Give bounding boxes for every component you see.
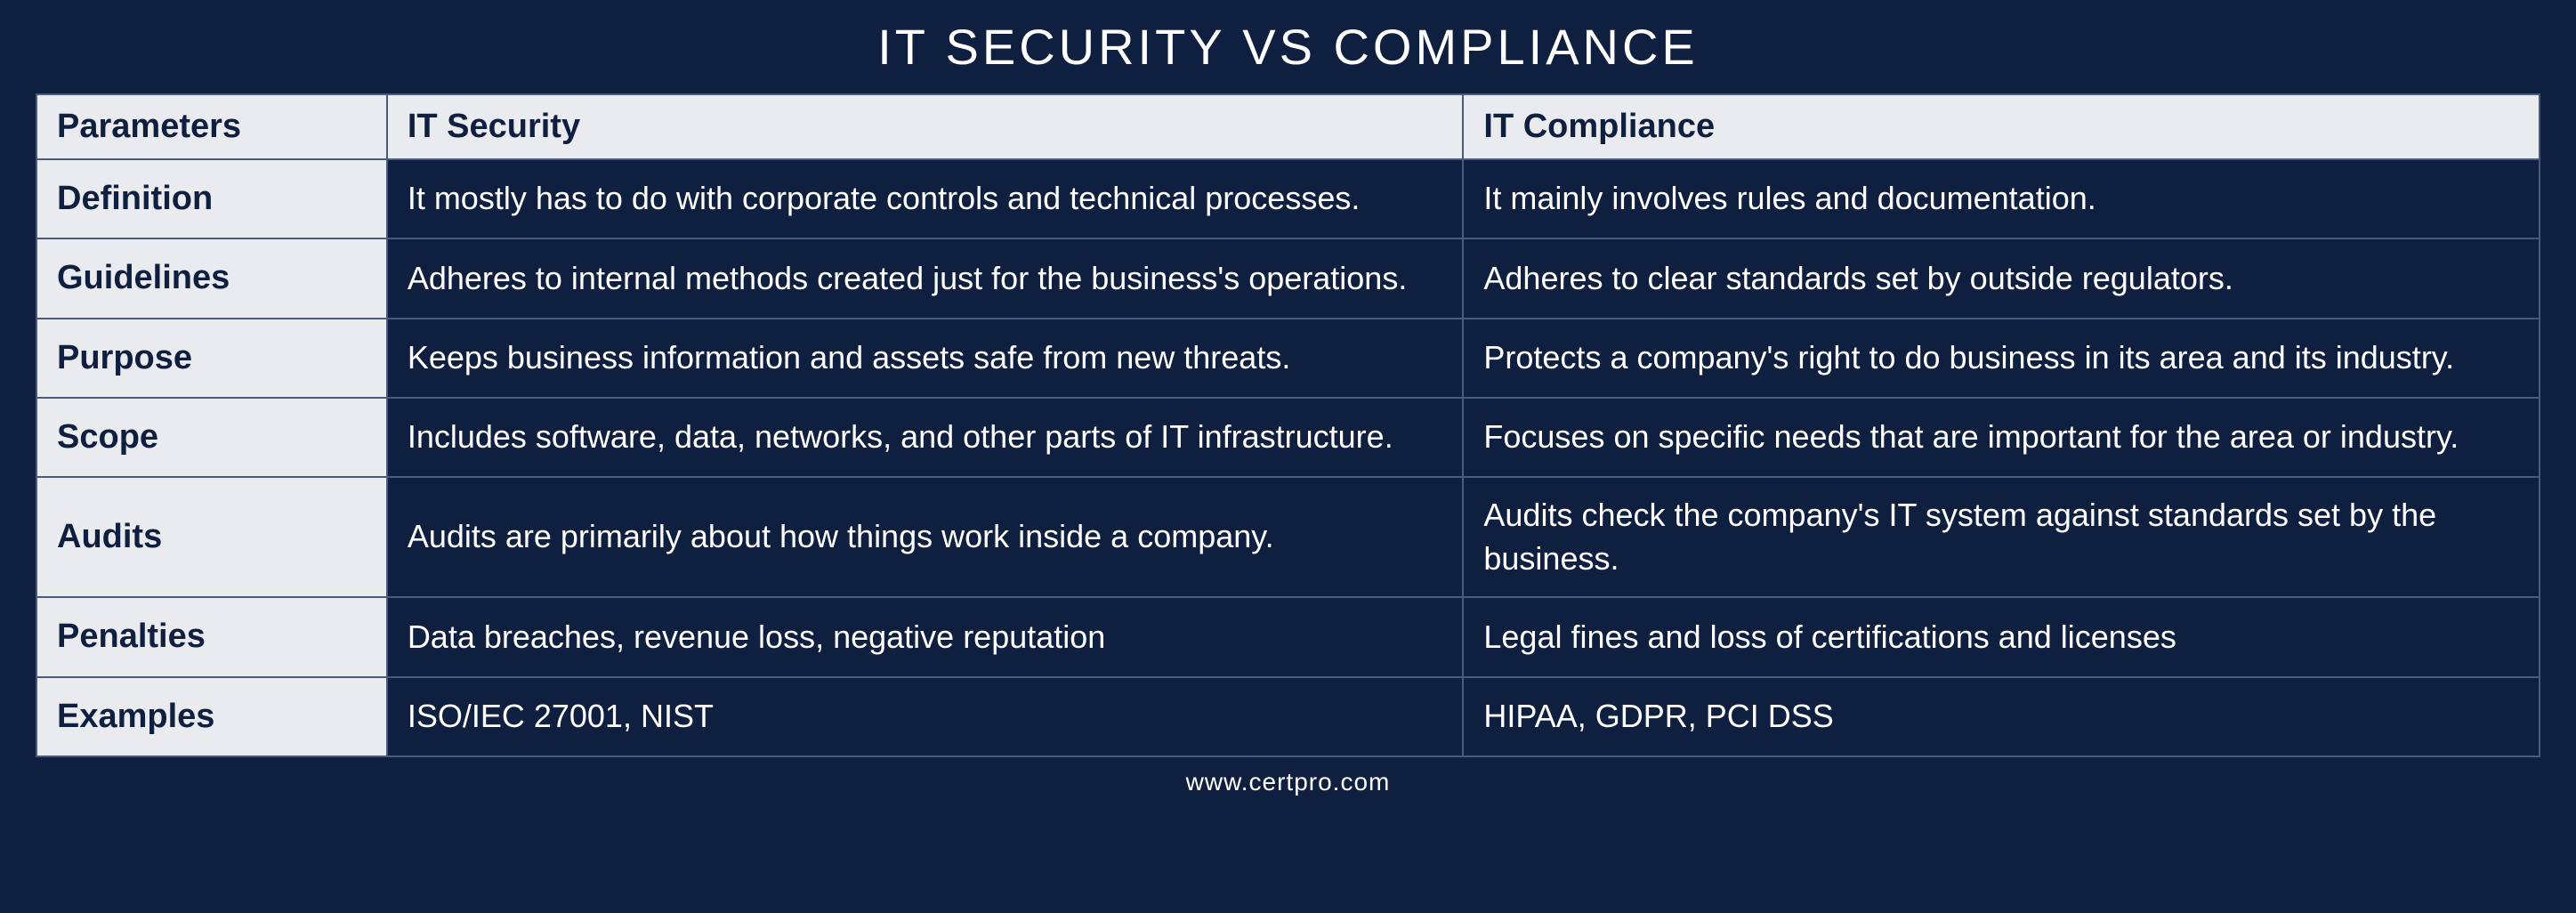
compliance-cell: Adheres to clear standards set by outsid…	[1463, 238, 2540, 318]
security-cell: Data breaches, revenue loss, negative re…	[387, 597, 1464, 676]
security-cell: ISO/IEC 27001, NIST	[387, 677, 1464, 756]
comparison-table: Parameters IT Security IT Compliance Def…	[36, 93, 2540, 757]
compliance-cell: Audits check the company's IT system aga…	[1463, 477, 2540, 597]
param-cell: Purpose	[36, 319, 387, 398]
param-cell: Definition	[36, 159, 387, 238]
table-row: Purpose Keeps business information and a…	[36, 319, 2540, 398]
table-row: Guidelines Adheres to internal methods c…	[36, 238, 2540, 318]
param-cell: Scope	[36, 398, 387, 477]
table-row: Definition It mostly has to do with corp…	[36, 159, 2540, 238]
compliance-cell: Focuses on specific needs that are impor…	[1463, 398, 2540, 477]
table-row: Scope Includes software, data, networks,…	[36, 398, 2540, 477]
security-cell: It mostly has to do with corporate contr…	[387, 159, 1464, 238]
compliance-cell: HIPAA, GDPR, PCI DSS	[1463, 677, 2540, 756]
security-cell: Keeps business information and assets sa…	[387, 319, 1464, 398]
header-it-security: IT Security	[387, 94, 1464, 159]
security-cell: Adheres to internal methods created just…	[387, 238, 1464, 318]
header-it-compliance: IT Compliance	[1463, 94, 2540, 159]
footer-url: www.certpro.com	[1186, 768, 1391, 796]
header-parameters: Parameters	[36, 94, 387, 159]
param-cell: Guidelines	[36, 238, 387, 318]
compliance-cell: It mainly involves rules and documentati…	[1463, 159, 2540, 238]
security-cell: Audits are primarily about how things wo…	[387, 477, 1464, 597]
compliance-cell: Legal fines and loss of certifications a…	[1463, 597, 2540, 676]
table-row: Penalties Data breaches, revenue loss, n…	[36, 597, 2540, 676]
table-header-row: Parameters IT Security IT Compliance	[36, 94, 2540, 159]
param-cell: Audits	[36, 477, 387, 597]
table-row: Audits Audits are primarily about how th…	[36, 477, 2540, 597]
page-title: IT SECURITY VS COMPLIANCE	[877, 18, 1699, 76]
security-cell: Includes software, data, networks, and o…	[387, 398, 1464, 477]
param-cell: Examples	[36, 677, 387, 756]
table-row: Examples ISO/IEC 27001, NIST HIPAA, GDPR…	[36, 677, 2540, 756]
compliance-cell: Protects a company's right to do busines…	[1463, 319, 2540, 398]
param-cell: Penalties	[36, 597, 387, 676]
